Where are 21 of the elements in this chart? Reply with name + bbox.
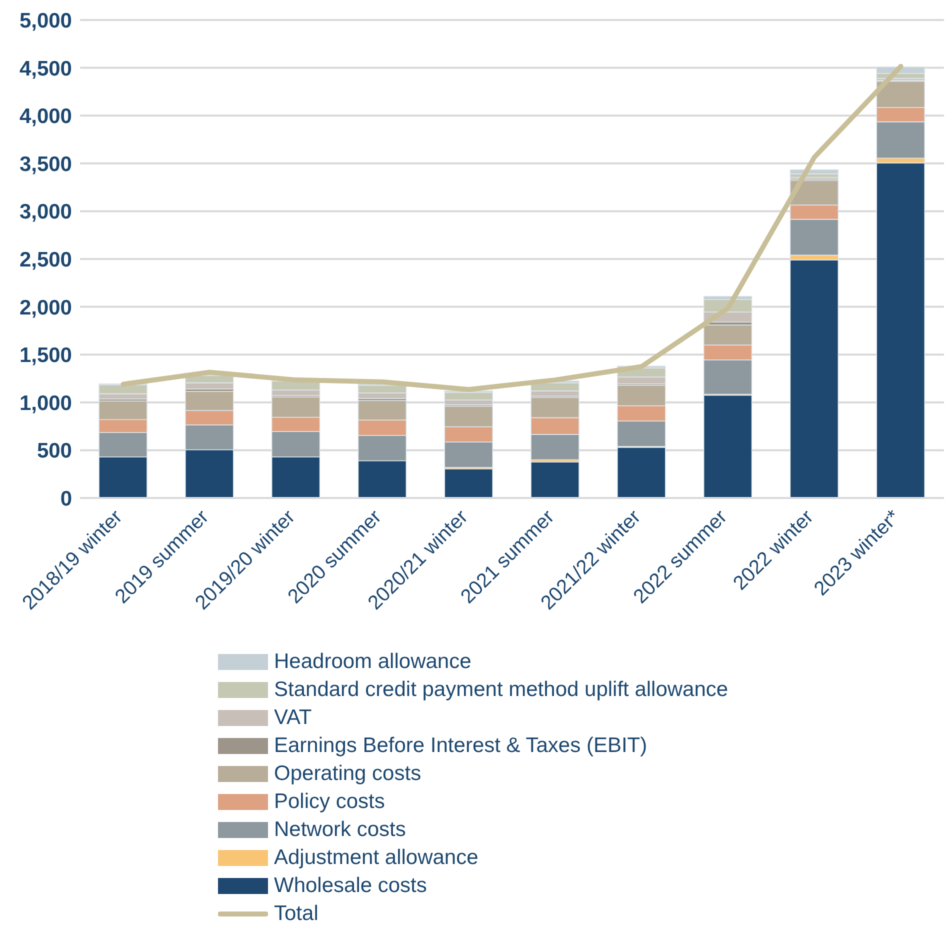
y-tick-label: 2,000 (19, 296, 72, 320)
legend-label: Wholesale costs (274, 874, 427, 898)
legend-label: Network costs (274, 818, 406, 842)
legend-label: Total (274, 902, 318, 926)
y-tick-label: 4,500 (19, 57, 72, 80)
legend-label: Standard credit payment method uplift allowance (274, 678, 728, 702)
legend-label: Policy costs (274, 790, 385, 814)
legend-label: VAT (274, 706, 312, 730)
y-tick-label: 1,500 (19, 344, 72, 368)
y-tick-label: 3,000 (19, 200, 72, 224)
y-tick-label: 4,000 (19, 105, 72, 128)
y-tick-label: 1,000 (19, 392, 72, 415)
legend-label: Adjustment allowance (274, 846, 478, 870)
y-tick-label: 0 (60, 487, 72, 510)
y-tick-label: 500 (36, 440, 72, 463)
y-tick-label: 3,500 (19, 152, 72, 176)
legend-label: Operating costs (274, 762, 422, 786)
legend-label: Headroom allowance (274, 650, 472, 674)
legend-label: Earnings Before Interest & Taxes (EBIT) (274, 734, 648, 758)
y-tick-label: 5,000 (19, 9, 72, 32)
y-tick-label: 2,500 (19, 248, 72, 272)
